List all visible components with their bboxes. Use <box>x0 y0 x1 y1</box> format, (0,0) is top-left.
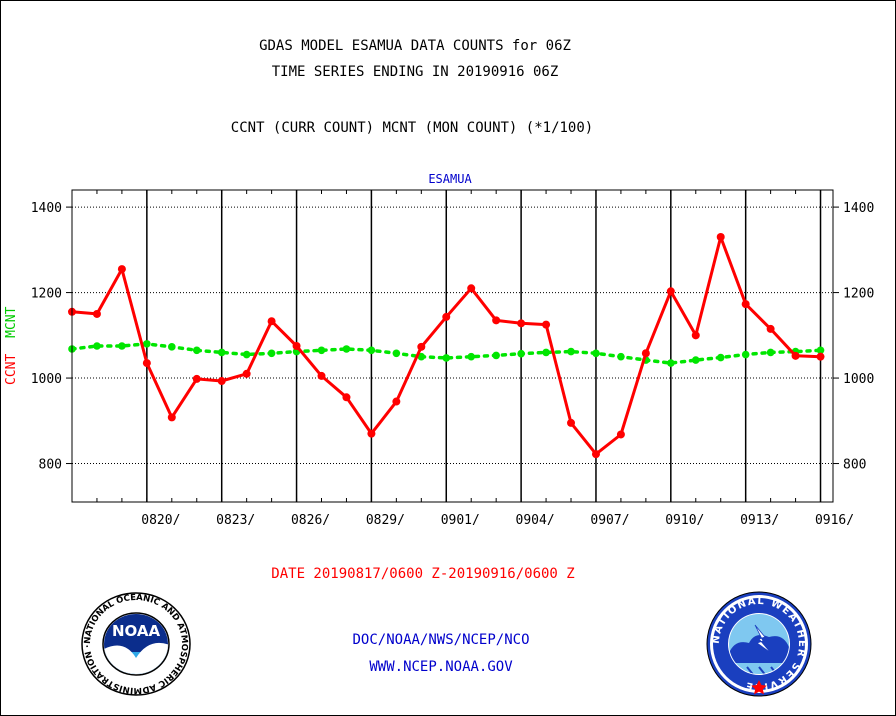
series-ccnt-point <box>741 300 750 309</box>
series-ccnt-point <box>591 450 600 459</box>
series-mcnt-point <box>741 350 750 359</box>
series-mcnt-point <box>716 353 725 362</box>
x-tick-label: 0913/ <box>740 513 779 528</box>
series-ccnt-point <box>242 369 251 378</box>
y-tick-label-right: 1000 <box>843 372 874 387</box>
x-tick-label: 0907/ <box>590 513 629 528</box>
x-tick-label: 0904/ <box>516 513 555 528</box>
panel-label: ESAMUA <box>428 172 472 186</box>
chart-series-description: CCNT (CURR COUNT) MCNT (MON COUNT) (*1/1… <box>230 120 594 136</box>
series-mcnt-point <box>417 352 426 361</box>
series-ccnt-point <box>616 430 625 439</box>
series-mcnt-point <box>367 346 376 355</box>
series-ccnt-point <box>92 309 101 318</box>
series-mcnt-point <box>93 342 101 350</box>
series-mcnt-point <box>118 342 126 350</box>
x-tick-label: 0829/ <box>366 513 405 528</box>
series-mcnt-point <box>592 349 600 358</box>
tick-label-layer: 800 800 1000 1000 1200 1200 1400 1400 0820/0823/… <box>31 201 875 528</box>
svg-text:NOAA: NOAA <box>112 622 161 640</box>
chart-title: GDAS MODEL ESAMUA DATA COUNTS for 06Z <box>259 38 571 54</box>
series-mcnt-point <box>342 345 351 353</box>
series-ccnt-point <box>567 418 576 427</box>
y-tick-label-right: 800 <box>843 458 866 473</box>
series-mcnt-point <box>542 348 550 357</box>
grid-layer <box>66 190 839 502</box>
series-ccnt-point <box>816 352 825 361</box>
y-tick-label-left: 1000 <box>31 372 62 387</box>
series-mcnt-point <box>168 343 176 351</box>
series-ccnt-point <box>192 374 201 383</box>
series-mcnt-point <box>517 349 525 358</box>
series-ccnt-point <box>666 287 675 296</box>
y-tick-label-left: 800 <box>39 458 62 473</box>
series-mcnt-point <box>567 347 575 356</box>
series-mcnt-point <box>242 350 251 359</box>
series-mcnt-point <box>192 346 201 355</box>
plot-area-border <box>71 189 834 503</box>
series-mcnt-point <box>217 348 226 357</box>
series-ccnt-point <box>766 324 775 333</box>
x-tick-label: 0820/ <box>141 513 180 528</box>
y-tick-label-right: 1400 <box>843 201 874 216</box>
series-ccnt-point <box>791 351 800 360</box>
series-mcnt-point <box>267 349 276 358</box>
series-ccnt-point <box>167 413 176 422</box>
series-ccnt-point <box>292 342 301 350</box>
series-mcnt-point <box>617 352 625 361</box>
x-tick-label: 0910/ <box>665 513 704 528</box>
series-ccnt-point <box>317 371 326 380</box>
y-tick-label-left: 1400 <box>31 201 62 216</box>
series-mcnt-point <box>816 346 825 355</box>
series-ccnt-point <box>342 393 351 402</box>
series-ccnt-point <box>467 284 476 293</box>
series-mcnt-point <box>317 346 326 355</box>
series-ccnt-point <box>367 429 376 438</box>
series-mcnt-point <box>766 348 775 357</box>
series-ccnt-point <box>641 349 650 358</box>
x-tick-label: 0916/ <box>815 513 854 528</box>
series-mcnt-point <box>442 354 451 362</box>
series-ccnt-point <box>442 312 451 321</box>
y-tick-label-left: 1200 <box>31 287 62 302</box>
series-mcnt-point <box>143 340 151 348</box>
series-ccnt-point <box>691 331 700 340</box>
agency-link[interactable]: DOC/NOAA/NWS/NCEP/NCO <box>352 632 530 648</box>
x-tick-label: 0901/ <box>441 513 480 528</box>
series-ccnt-point <box>492 316 501 325</box>
series-ccnt-point <box>542 320 551 329</box>
series-ccnt-point <box>142 359 151 368</box>
series-mcnt-point <box>392 349 401 358</box>
chart-subtitle: TIME SERIES ENDING IN 20190916 06Z <box>271 64 559 80</box>
x-tick-label: 0823/ <box>216 513 255 528</box>
x-tick-label: 0826/ <box>291 513 330 528</box>
date-range-label: DATE 20190817/0600 Z-20190916/0600 Z <box>271 566 575 582</box>
series-ccnt-point <box>417 342 426 351</box>
series-ccnt-point <box>392 397 401 406</box>
nws-logo-icon: NATIONAL WEATHER SERVICE <box>706 591 812 697</box>
series-ccnt-point <box>267 317 276 326</box>
series-mcnt-point <box>667 359 675 367</box>
series-ccnt-point <box>117 265 126 274</box>
series-layer <box>68 233 825 459</box>
series-mcnt-point <box>467 352 476 361</box>
y-tick-label-right: 1200 <box>843 287 874 302</box>
series-ccnt-point <box>517 319 526 328</box>
website-link[interactable]: WWW.NCEP.NOAA.GOV <box>369 659 513 675</box>
series-mcnt-point <box>492 351 500 360</box>
noaa-logo-icon: NATIONAL OCEANIC AND ATMOSPHERIC ADMINIS… <box>80 592 191 696</box>
series-mcnt-point <box>691 356 700 364</box>
series-ccnt-point <box>217 377 226 386</box>
series-ccnt-point <box>716 233 725 242</box>
